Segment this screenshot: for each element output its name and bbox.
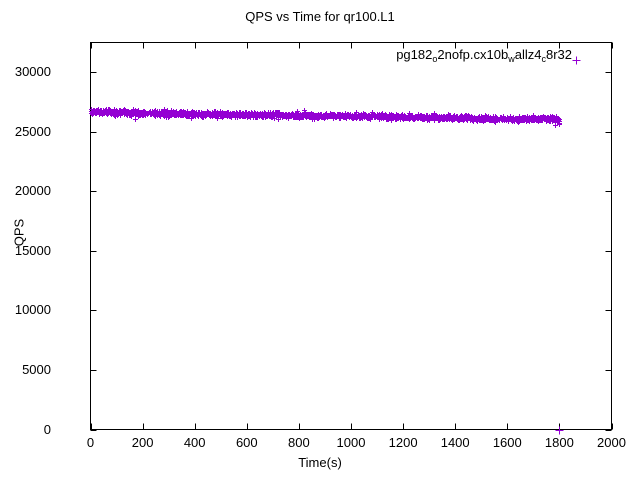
chart-title: QPS vs Time for qr100.L1: [245, 9, 395, 24]
y-tick-label: 30000: [14, 64, 51, 80]
y-tick-label: 5000: [22, 361, 51, 377]
x-tick-label: 1800: [544, 435, 574, 450]
x-tick-label: 800: [288, 435, 310, 450]
x-tick-label: 1600: [492, 435, 522, 450]
x-tick-label: 200: [131, 435, 154, 450]
data-points: [89, 107, 564, 435]
y-tick-label: 10000: [14, 302, 51, 318]
legend-series-label: pg182o2nofp.cx10bwallz4c8r32: [396, 47, 572, 64]
x-axis-title: Time(s): [298, 455, 342, 470]
x-tick-label: 600: [235, 435, 258, 450]
x-tick-label: 2000: [597, 435, 626, 450]
plot-frame: [90, 42, 612, 430]
x-tick-label: 1200: [388, 435, 418, 450]
axis-ticks: [90, 42, 613, 431]
legend-key-marker: [572, 56, 581, 65]
y-tick-label: 15000: [14, 242, 51, 258]
y-tick-label: 20000: [14, 183, 51, 199]
legend-series-text: pg182o2nofp.cx10bwallz4c8r32: [396, 47, 572, 64]
x-tick-label: 1400: [440, 435, 470, 450]
y-tick-label: 25000: [14, 123, 51, 139]
x-tick-label: 1000: [336, 435, 366, 450]
x-tick-label: 400: [183, 435, 206, 450]
x-tick-label: 0: [86, 435, 95, 450]
y-tick-label: 0: [43, 421, 51, 437]
